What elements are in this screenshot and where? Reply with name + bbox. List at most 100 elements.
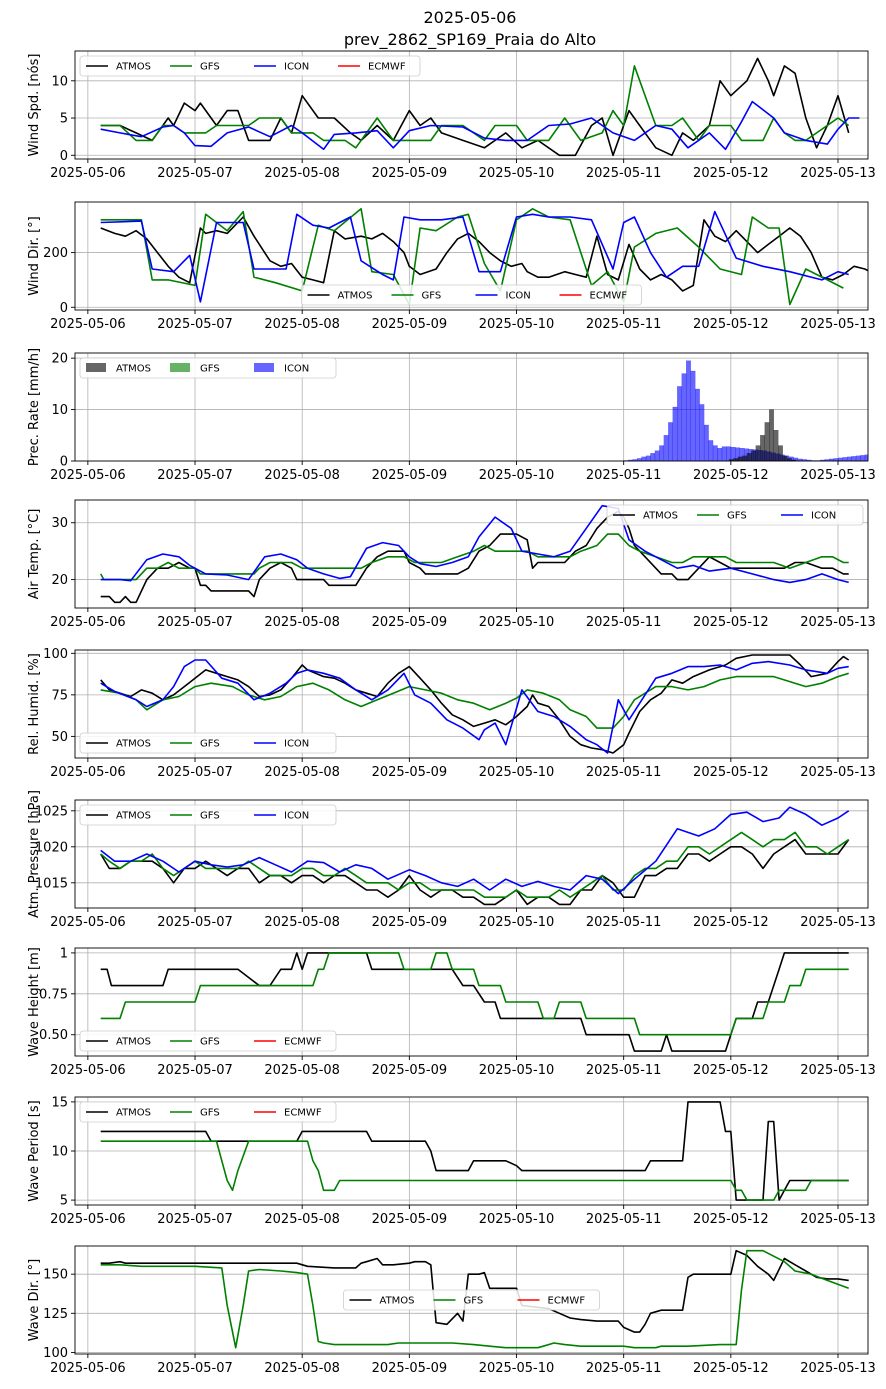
precip-bar-icon [686, 360, 691, 461]
legend-label-atmos: ATMOS [116, 739, 151, 750]
legend: ATMOS GFS ICON [606, 504, 864, 526]
legend-label-icon: ICON [284, 364, 309, 375]
x-tick-label: 2025-05-08 [264, 1063, 340, 1078]
precip-bar-icon [690, 370, 696, 461]
x-tick-label: 2025-05-11 [586, 317, 662, 332]
precip-bar-atmos [751, 450, 757, 461]
x-tick-label: 2025-05-09 [372, 166, 448, 181]
figure-title-date: 2025-05-06 [424, 8, 517, 27]
x-tick-label: 2025-05-12 [693, 1361, 769, 1376]
x-tick-label: 2025-05-08 [264, 468, 340, 483]
legend-box [79, 732, 337, 754]
x-tick-label: 2025-05-13 [800, 615, 876, 630]
y-tick-label: 125 [43, 1307, 68, 1322]
x-tick-label: 2025-05-13 [800, 317, 876, 332]
x-tick-label: 2025-05-06 [50, 1063, 126, 1078]
precip-bar-atmos [737, 456, 743, 461]
x-tick-label: 2025-05-06 [50, 166, 126, 181]
precip-bar-icon [654, 450, 660, 461]
series-line-gfs [100, 831, 850, 898]
x-tick-label: 2025-05-12 [693, 765, 769, 780]
series-line-icon [100, 806, 850, 895]
axes-frame [74, 50, 869, 160]
x-tick-label: 2025-05-10 [479, 317, 555, 332]
legend-box [606, 504, 864, 526]
series-line-gfs [100, 672, 849, 729]
series-line-icon [100, 659, 849, 754]
y-tick-label: 5 [60, 1194, 68, 1209]
y-axis-label: Wind Spd. [nós] [27, 54, 42, 157]
series-line-atmos [100, 654, 850, 754]
precip-bar-icon [851, 456, 857, 461]
y-axis-label: Air Temp. [°C] [27, 509, 42, 600]
precip-bar-icon [663, 435, 669, 461]
legend-label-gfs: GFS [200, 1037, 220, 1048]
y-tick-label: 20 [51, 352, 68, 367]
x-tick-label: 2025-05-13 [800, 1212, 876, 1227]
x-tick-label: 2025-05-09 [372, 915, 448, 930]
x-tick-label: 2025-05-11 [586, 615, 662, 630]
x-tick-label: 2025-05-09 [372, 317, 448, 332]
subplot-9: 100 125 150 2025-05-06 2025-05-07 2025-05-08 2… [27, 1245, 876, 1376]
x-tick-label: 2025-05-07 [157, 1063, 233, 1078]
y-tick-label: 1025 [35, 804, 68, 819]
legend-label-atmos: ATMOS [116, 364, 151, 375]
precip-bar-atmos [746, 453, 752, 461]
figure-title-station: prev_2862_SP169_Praia do Alto [344, 30, 596, 50]
y-axis-label: Wave Height [m] [27, 947, 42, 1057]
legend-label-atmos: ATMOS [116, 1108, 151, 1119]
x-tick-label: 2025-05-08 [264, 166, 340, 181]
y-axis-label: Atm. Pressure [hPa] [27, 790, 42, 918]
x-tick-label: 2025-05-07 [157, 468, 233, 483]
legend-label-icon: ICON [284, 62, 309, 73]
x-tick-label: 2025-05-13 [800, 915, 876, 930]
y-tick-label: 20 [51, 573, 68, 588]
x-tick-label: 2025-05-06 [50, 317, 126, 332]
subplot-7: 0.50 0.75 1 2025-05-06 2025-05-07 2025-05-08 2… [27, 946, 876, 1078]
axes-frame [74, 947, 869, 1057]
x-tick-label: 2025-05-06 [50, 1212, 126, 1227]
x-tick-label: 2025-05-12 [693, 1212, 769, 1227]
plot-area [100, 806, 850, 906]
x-tick-label: 2025-05-09 [372, 468, 448, 483]
legend-swatch-atmos [86, 363, 106, 372]
x-tick-label: 2025-05-11 [586, 1063, 662, 1078]
x-tick-label: 2025-05-10 [479, 166, 555, 181]
x-tick-label: 2025-05-07 [157, 1212, 233, 1227]
precip-bar-icon [641, 456, 647, 461]
legend-label-gfs: GFS [200, 811, 220, 822]
x-tick-label: 2025-05-11 [586, 1212, 662, 1227]
precip-bar-atmos [769, 409, 774, 461]
subplot-6: 1015 1020 1025 2025-05-06 2025-05-07 2025-05-… [27, 790, 876, 930]
plot-area [100, 654, 850, 754]
x-tick-label: 2025-05-13 [800, 1361, 876, 1376]
y-axis-label: Wave Dir. [°] [27, 1259, 42, 1342]
legend: ATMOS GFS ICON ECMWF [79, 55, 421, 77]
x-tick-label: 2025-05-11 [586, 468, 662, 483]
x-tick-label: 2025-05-10 [479, 468, 555, 483]
x-tick-label: 2025-05-09 [372, 1212, 448, 1227]
y-tick-label: 1 [60, 946, 68, 961]
precip-bar-icon [864, 454, 868, 461]
precip-bar-icon [681, 373, 687, 461]
legend-label-atmos: ATMOS [116, 62, 151, 73]
legend: ATMOS GFS ECMWF [79, 1101, 337, 1123]
x-tick-label: 2025-05-07 [157, 915, 233, 930]
legend-label-atmos: ATMOS [338, 291, 373, 302]
precip-bar-icon [677, 386, 682, 461]
x-tick-label: 2025-05-09 [372, 765, 448, 780]
y-tick-label: 0 [60, 149, 68, 164]
x-tick-label: 2025-05-13 [800, 468, 876, 483]
legend-label-atmos: ATMOS [643, 511, 678, 522]
x-tick-label: 2025-05-08 [264, 1212, 340, 1227]
series-line-icon [100, 210, 849, 303]
legend-label-ecmwf: ECMWF [284, 1037, 322, 1048]
x-tick-label: 2025-05-07 [157, 615, 233, 630]
precip-bar-icon [838, 457, 843, 461]
y-tick-label: 10 [51, 1145, 68, 1160]
plot-area [623, 360, 868, 461]
legend-swatch-icon [254, 363, 274, 372]
series-line-atmos [100, 216, 868, 292]
subplot-2: 0 200 2025-05-06 2025-05-07 2025-05-08 2025-0… [27, 201, 876, 332]
axes-frame [74, 649, 869, 759]
